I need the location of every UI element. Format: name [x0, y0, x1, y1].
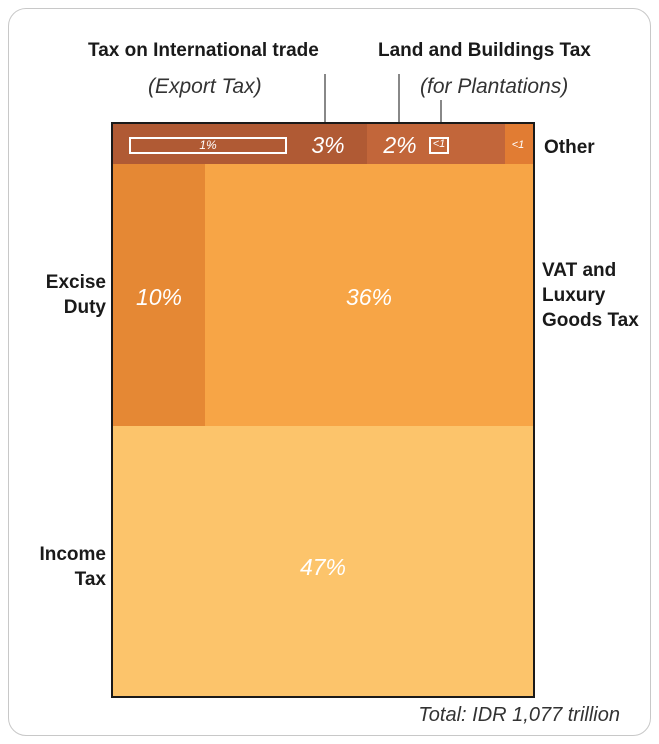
- cell-other: [505, 124, 533, 164]
- label-income-tax: Income Tax: [39, 544, 106, 590]
- total-label: Total: IDR 1,077 trillion: [418, 704, 620, 726]
- label-land-buildings-tax: Land and Buildings Tax: [378, 40, 591, 61]
- outline-land-plantations-lt1: [429, 137, 449, 154]
- cell-land-buildings-tax: [367, 124, 505, 164]
- outline-export-tax-1pct: [129, 137, 287, 154]
- label-vat-luxury-goods-tax: VAT and Luxury Goods Tax: [542, 260, 639, 331]
- value-label-intl-3pct: 3%: [311, 132, 345, 158]
- cell-income-tax: [113, 426, 533, 696]
- cell-excise-duty: [113, 164, 205, 426]
- label-other: Other: [544, 137, 595, 158]
- value-label-vat-36pct: 36%: [345, 284, 393, 310]
- label-excise-duty: Excise Duty: [45, 272, 106, 318]
- leader-line-intl-trade: [324, 74, 326, 130]
- leader-line-land-buildings-left: [398, 74, 400, 130]
- value-label-land-lt1: <1: [432, 138, 446, 150]
- value-label-land-2pct: 2%: [383, 132, 417, 158]
- treemap: 1% 3% 2% <1 <1 10% 36% 47%: [113, 124, 533, 696]
- sublabel-export-tax: (Export Tax): [148, 75, 262, 98]
- value-label-export-1pct: 1%: [199, 138, 217, 152]
- sublabel-for-plantations: (for Plantations): [420, 75, 569, 98]
- leader-line-land-buildings-right: [440, 100, 442, 136]
- value-label-other-lt1: <1: [511, 139, 525, 151]
- value-label-excise-10pct: 10%: [135, 284, 183, 310]
- cell-tax-international-trade: [113, 124, 367, 164]
- cell-vat-luxury-goods-tax: [205, 164, 533, 426]
- label-tax-international-trade: Tax on International trade: [88, 40, 319, 61]
- value-label-income-47pct: 47%: [299, 554, 347, 580]
